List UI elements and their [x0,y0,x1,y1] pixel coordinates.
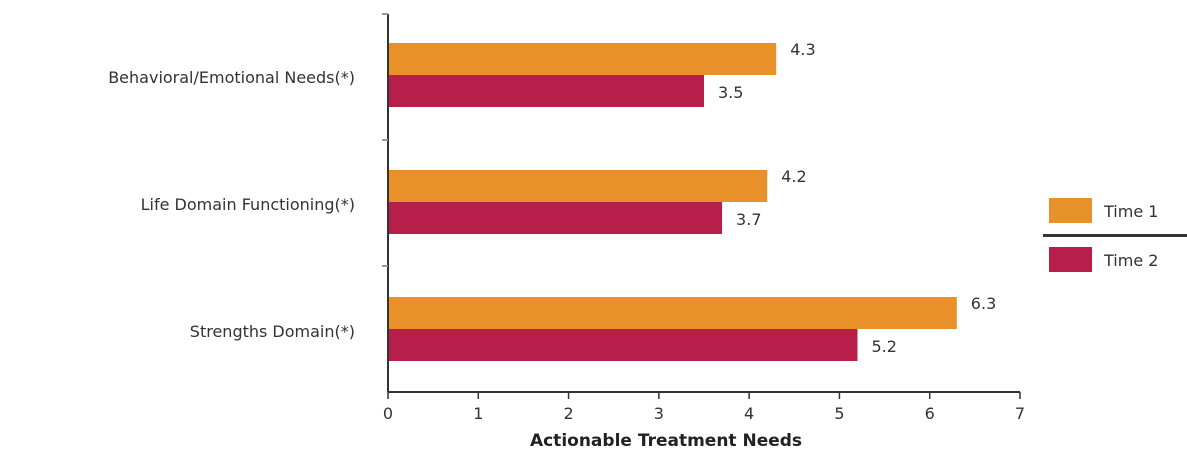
bar-time-1 [389,170,768,202]
legend-swatch-time-1 [1049,198,1092,223]
bar-time-2 [389,202,723,234]
labels: 0 1 2 3 4 5 6 7 Behavioral/Emotional Needs(*) 4.3… [108,40,1025,423]
x-tick-label: 4 [744,404,754,423]
data-label: 4.2 [781,167,806,186]
x-axis-title: Actionable Treatment Needs [530,431,802,451]
x-tick-label: 2 [563,404,573,423]
x-tick-label: 5 [834,404,844,423]
category-label: Strengths Domain(*) [190,322,355,341]
data-label: 3.7 [736,210,761,229]
x-tick-label: 0 [383,404,393,423]
bars [389,43,957,361]
bar-time-1 [389,43,777,75]
axes [382,13,1021,399]
legend-label: Time 2 [1103,251,1158,270]
x-tick-label: 1 [473,404,483,423]
bar-time-2 [389,329,858,361]
legend-label: Time 1 [1103,202,1158,221]
legend: Time 1 Time 2 [1043,198,1187,272]
bar-time-2 [389,75,704,107]
data-label: 3.5 [718,83,743,102]
category-label: Life Domain Functioning(*) [141,195,355,214]
bar-time-1 [389,297,957,329]
x-tick-label: 3 [654,404,664,423]
x-tick-label: 7 [1015,404,1025,423]
data-label: 5.2 [871,337,896,356]
data-label: 4.3 [790,40,815,59]
category-label: Behavioral/Emotional Needs(*) [108,68,355,87]
x-tick-label: 6 [925,404,935,423]
legend-swatch-time-2 [1049,247,1092,272]
data-label: 6.3 [971,294,996,313]
